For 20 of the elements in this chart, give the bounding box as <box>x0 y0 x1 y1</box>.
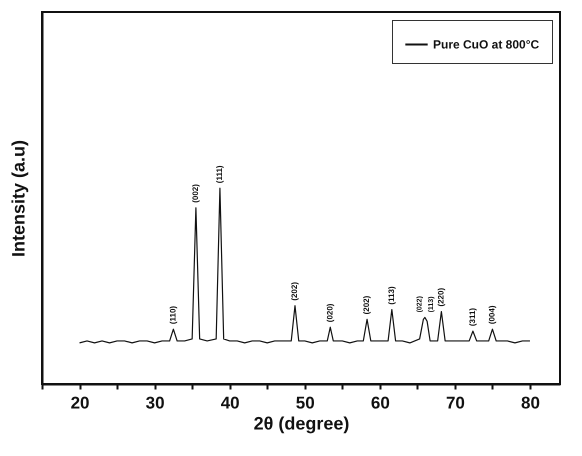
annotation: (002) <box>190 184 200 203</box>
legend-label: Pure CuO at 800°C <box>433 38 540 52</box>
annotation: (220) <box>436 288 446 307</box>
x-tick-label: 20 <box>70 394 90 412</box>
y-axis-title: Intensity (a.u) <box>8 140 28 258</box>
x-tick-label: 40 <box>220 394 240 412</box>
annotation: (020) <box>325 303 334 322</box>
x-tick-label: 70 <box>446 394 465 412</box>
annotation: (202) <box>290 282 299 301</box>
annotation: (202) <box>362 295 372 314</box>
annotation: (311) <box>468 308 477 326</box>
annotation: (004) <box>487 305 496 324</box>
annotation: (110) <box>168 306 178 324</box>
x-tick-label: 50 <box>296 394 315 412</box>
annotation: (111) <box>214 165 224 184</box>
x-tick-label: 80 <box>521 394 540 412</box>
x-tick-label: 60 <box>370 394 390 412</box>
annotation: (113) <box>386 286 396 305</box>
x-tick-label: 30 <box>146 394 165 412</box>
x-axis-title: 2θ (degree) <box>254 414 350 434</box>
